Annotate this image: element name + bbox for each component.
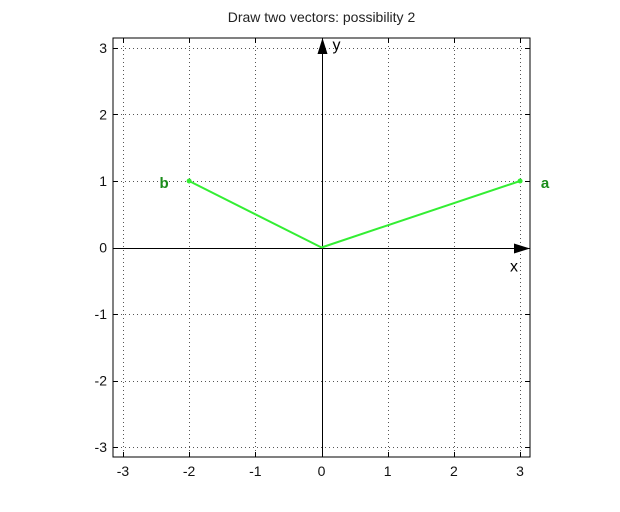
x-tick-label: -3 bbox=[117, 463, 130, 479]
vector-a-tip bbox=[517, 178, 523, 184]
tick-labels: -3 -2 -1 0 1 2 3 -3 -2 -1 0 1 2 3 bbox=[95, 40, 525, 479]
y-tick-label: -3 bbox=[95, 439, 108, 455]
vector-b-tip bbox=[186, 178, 192, 184]
chart-title: Draw two vectors: possibility 2 bbox=[228, 9, 416, 25]
y-tick-label: -2 bbox=[95, 373, 108, 389]
vector-labels: ab bbox=[160, 175, 550, 192]
vector-b-label: b bbox=[160, 175, 169, 192]
vector-a-label: a bbox=[541, 175, 550, 192]
y-axis-arrowhead bbox=[317, 38, 328, 54]
x-tick-label: 3 bbox=[516, 463, 524, 479]
x-tick-label: 1 bbox=[384, 463, 392, 479]
y-tick-label: 1 bbox=[99, 173, 107, 189]
x-axis-arrowhead bbox=[514, 243, 530, 254]
plot-frame bbox=[112, 37, 531, 458]
x-axis-label: x bbox=[510, 259, 518, 276]
vectors bbox=[186, 178, 523, 249]
vector-a-line bbox=[321, 180, 521, 249]
x-tick-label: -2 bbox=[183, 463, 196, 479]
y-tick-label: -1 bbox=[95, 306, 108, 322]
y-tick-label: 2 bbox=[99, 106, 107, 122]
y-tick-label: 0 bbox=[99, 240, 107, 256]
coordinate-axes bbox=[113, 38, 530, 457]
vector-b-line bbox=[188, 180, 322, 249]
x-tick-label: 2 bbox=[450, 463, 458, 479]
x-tick-label: 0 bbox=[318, 463, 326, 479]
y-axis-label: y bbox=[333, 37, 341, 54]
y-tick-label: 3 bbox=[99, 40, 107, 56]
x-tick-label: -1 bbox=[249, 463, 262, 479]
